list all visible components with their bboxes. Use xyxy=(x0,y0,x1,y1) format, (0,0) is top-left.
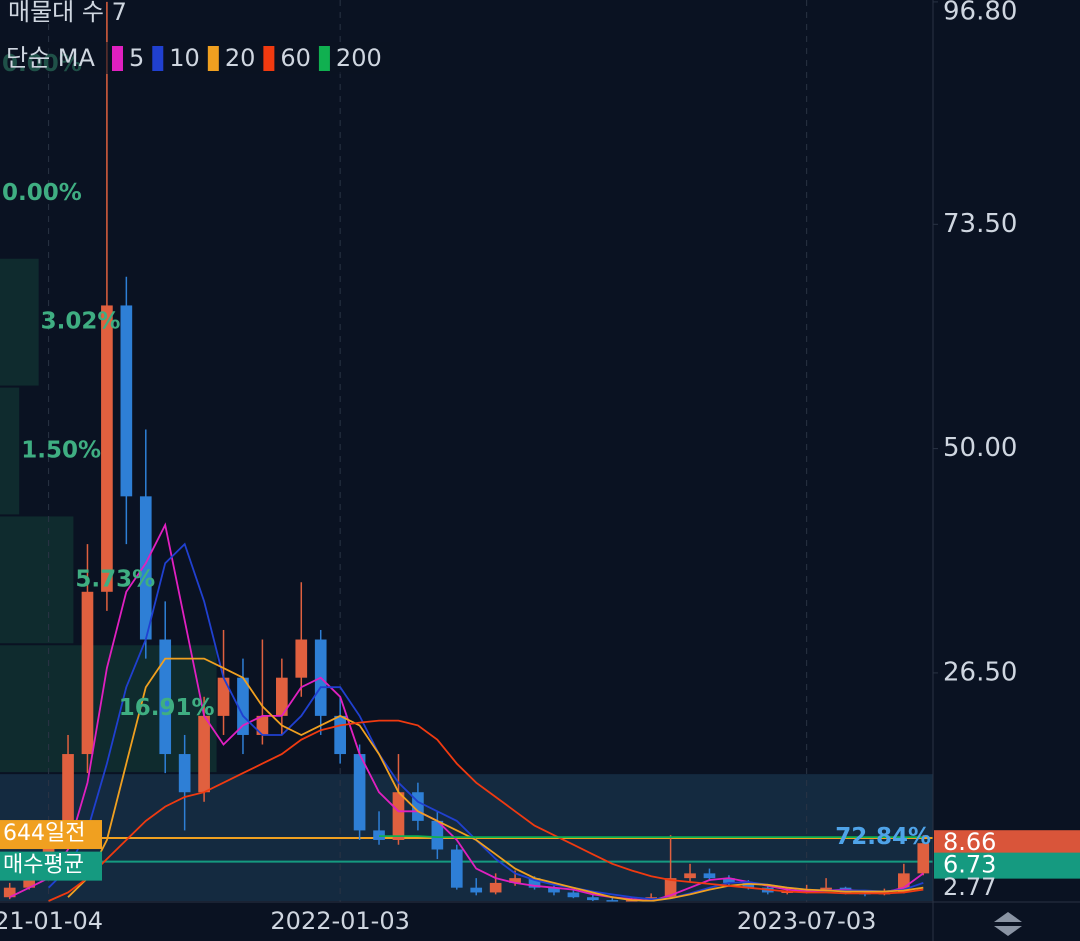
y-tick-label: 26.50 xyxy=(943,657,1017,687)
chart-title: 매물대 수 7 xyxy=(8,0,127,26)
reference-label-bg xyxy=(0,851,102,881)
candle-body xyxy=(528,878,541,888)
ma-line xyxy=(67,657,924,902)
profile-label: 1.50% xyxy=(21,438,101,464)
profile-bar xyxy=(0,516,74,644)
candle-body xyxy=(139,496,152,640)
arrow-down[interactable] xyxy=(994,926,1022,936)
candle-body xyxy=(237,677,249,735)
x-tick-label: 2023-07-03 xyxy=(737,907,876,935)
candle-body xyxy=(120,305,133,497)
candle-body xyxy=(703,873,716,879)
candle-body xyxy=(334,715,346,755)
candle-body xyxy=(101,305,113,592)
candle-body xyxy=(81,591,94,755)
candle-body xyxy=(800,889,813,892)
sort-icon[interactable] xyxy=(994,912,1022,936)
candle-body xyxy=(567,892,580,898)
profile-label: 3.02% xyxy=(41,309,121,335)
candle-body xyxy=(664,878,677,898)
legend-label: 20 xyxy=(225,44,256,72)
candle-body xyxy=(431,820,444,850)
legend-swatch xyxy=(112,46,123,71)
candle-body xyxy=(373,830,385,840)
ma-line xyxy=(48,719,924,902)
candle-body xyxy=(3,887,16,898)
candle-body xyxy=(723,878,735,883)
candle-body xyxy=(606,900,619,902)
candle-body xyxy=(898,873,910,893)
candle-body xyxy=(42,830,55,869)
legend-swatch xyxy=(318,46,330,71)
candle-body xyxy=(489,882,502,893)
price-label: 6.73 xyxy=(943,851,996,879)
profile-bar xyxy=(0,645,217,773)
candle-body xyxy=(917,843,930,874)
profile-label: 16.91% xyxy=(119,695,215,721)
candle-body xyxy=(178,754,191,793)
reference-label: 매수평균 xyxy=(3,853,84,878)
y-tick-label: 73.50 xyxy=(943,209,1017,239)
legend: 단순 MA 5 10 20 60 200 xyxy=(0,42,390,74)
reference-label: 644일전 xyxy=(3,821,85,846)
candle-body xyxy=(392,792,405,840)
legend-swatch xyxy=(207,46,219,71)
x-tick-label: 2022-01-03 xyxy=(270,907,409,935)
legend-label: 60 xyxy=(280,44,311,72)
legend-swatch xyxy=(152,46,164,71)
ma-line xyxy=(9,522,924,902)
candle-body xyxy=(217,677,230,716)
candle-body xyxy=(587,897,599,901)
candle-body xyxy=(470,887,483,893)
legend-label: 200 xyxy=(336,44,382,72)
x-tick-label: 21-01-04 xyxy=(0,907,103,935)
candle-body xyxy=(412,792,424,821)
candle-body xyxy=(295,639,308,678)
price-label: 2.77 xyxy=(943,873,996,901)
plot: 21-01-04 2022-01-03 2023-07-03 72.84% 16.91%… xyxy=(0,0,933,935)
candle-body xyxy=(198,715,210,793)
candle-body xyxy=(742,882,755,888)
arrow-up[interactable] xyxy=(994,912,1022,922)
price-label: 8.66 xyxy=(943,828,996,856)
candle-body xyxy=(62,754,74,831)
legend-label: 10 xyxy=(169,44,200,72)
candle-body xyxy=(276,677,288,716)
y-tick-label: 50.00 xyxy=(943,433,1017,463)
candle-body xyxy=(353,754,366,831)
profile-label: 5.73% xyxy=(75,566,155,592)
profile-bar xyxy=(0,387,20,515)
price-label-bg xyxy=(934,852,1080,879)
candle-body xyxy=(820,887,832,890)
profile-label: 72.84% xyxy=(835,824,931,850)
candle-body xyxy=(256,715,269,735)
legend-label: 5 xyxy=(129,44,144,72)
candle-body xyxy=(159,639,172,755)
legend-title: 단순 MA xyxy=(6,44,95,72)
legend-swatch xyxy=(263,46,275,71)
profile-label: 0.00% xyxy=(2,180,82,206)
candle-body xyxy=(548,887,560,893)
price-label-bg xyxy=(934,830,1080,857)
profile-bar xyxy=(0,258,39,386)
y-tick-label: 96.80 xyxy=(943,0,1017,27)
reference-label-bg xyxy=(0,820,102,850)
candle-body xyxy=(450,849,463,888)
candle-body xyxy=(509,878,521,883)
ma-line xyxy=(379,835,924,838)
candle-body xyxy=(684,873,696,879)
